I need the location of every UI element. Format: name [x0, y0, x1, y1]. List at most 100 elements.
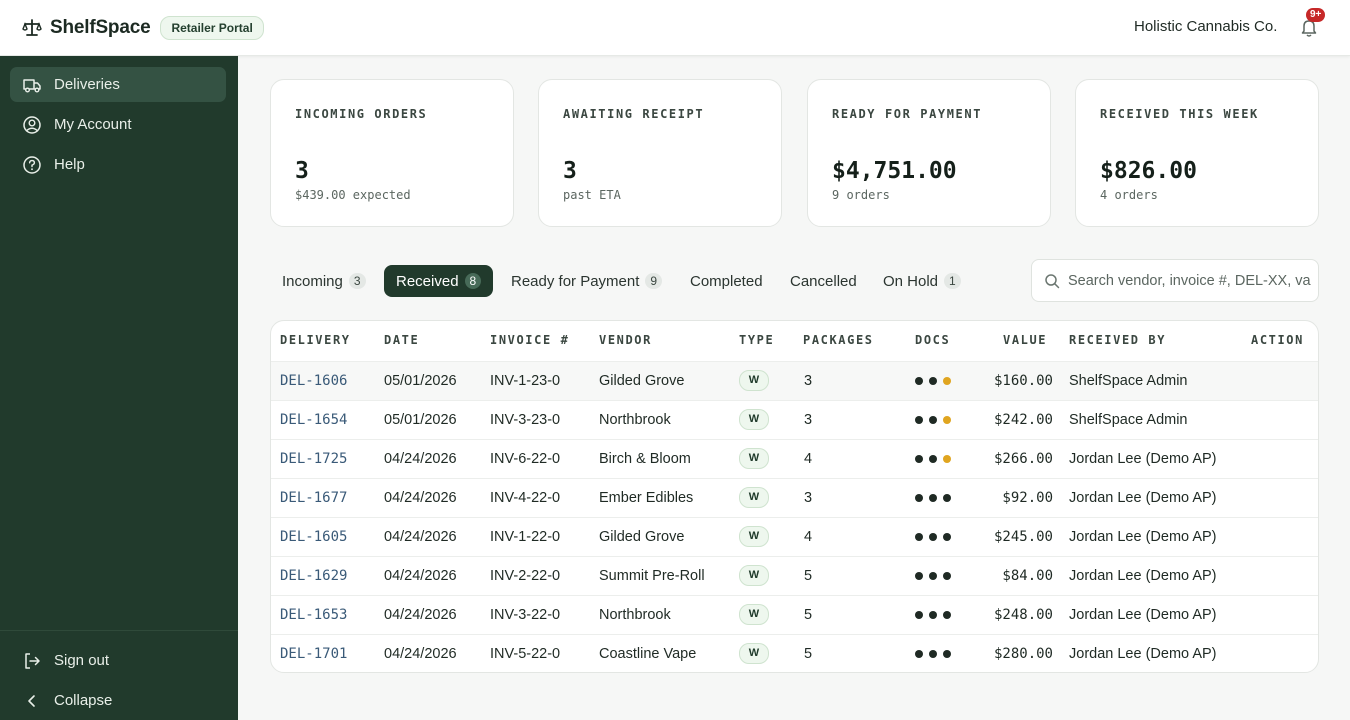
invoice-number: INV-3-23-0 — [490, 412, 561, 428]
column-header-type[interactable]: TYPE — [739, 333, 775, 347]
delivery-id-link[interactable]: DEL-1654 — [280, 412, 348, 428]
tab-cancelled[interactable]: Cancelled — [778, 265, 869, 297]
docs-status[interactable] — [915, 416, 957, 424]
invoice-number: INV-4-22-0 — [490, 490, 561, 506]
vendor-name: Birch & Bloom — [599, 451, 691, 467]
table-row[interactable]: DEL-1629 04/24/2026 INV-2-22-0 Summit Pre-R… — [271, 556, 1318, 595]
table-row[interactable]: DEL-1677 04/24/2026 INV-4-22-0 Ember Edible… — [271, 478, 1318, 517]
package-count: 4 — [804, 451, 813, 467]
column-header-invoice[interactable]: INVOICE # — [490, 333, 570, 347]
tab-count: 3 — [348, 273, 366, 289]
received-by: Jordan Lee (Demo AP) — [1069, 529, 1217, 545]
search-icon — [1045, 273, 1060, 288]
package-count: 4 — [804, 529, 813, 545]
table-row[interactable]: DEL-1701 04/24/2026 INV-5-22-0 Coastline Va… — [271, 634, 1318, 672]
delivery-id-link[interactable]: DEL-1725 — [280, 451, 348, 467]
docs-status[interactable] — [915, 650, 957, 658]
column-header-date[interactable]: DATE — [384, 333, 420, 347]
sign-out-icon — [25, 652, 40, 669]
tab-label: Received — [396, 272, 459, 290]
truck-icon — [23, 78, 41, 92]
doc-status-ok-dot — [943, 650, 951, 658]
stat-label: INCOMING ORDERS — [295, 107, 428, 121]
delivery-id-link[interactable]: DEL-1677 — [280, 490, 348, 506]
docs-status[interactable] — [915, 572, 957, 580]
delivery-date: 05/01/2026 — [384, 373, 457, 389]
tab-on-hold[interactable]: On Hold 1 — [871, 265, 973, 297]
docs-status[interactable] — [915, 377, 957, 385]
stat-value: $4,751.00 — [832, 158, 957, 184]
sidebar-item-my-account[interactable]: My Account — [10, 107, 226, 142]
stat-card-received-this-week: RECEIVED THIS WEEK $826.00 4 orders — [1075, 79, 1319, 227]
delivery-id-link[interactable]: DEL-1605 — [280, 529, 348, 545]
delivery-value: $280.00 — [993, 646, 1053, 662]
column-header-value[interactable]: VALUE — [1003, 333, 1048, 347]
received-by: Jordan Lee (Demo AP) — [1069, 490, 1217, 506]
received-by: Jordan Lee (Demo AP) — [1069, 646, 1217, 662]
invoice-number: INV-2-22-0 — [490, 568, 561, 584]
package-count: 3 — [804, 490, 813, 506]
question-circle-icon — [23, 155, 41, 174]
package-count: 5 — [804, 607, 813, 623]
stat-label: AWAITING RECEIPT — [563, 107, 705, 121]
delivery-id-link[interactable]: DEL-1629 — [280, 568, 348, 584]
doc-status-ok-dot — [929, 533, 937, 541]
delivery-value: $248.00 — [993, 607, 1053, 623]
received-by: Jordan Lee (Demo AP) — [1069, 607, 1217, 623]
sidebar-item-deliveries[interactable]: Deliveries — [10, 67, 226, 102]
doc-status-ok-dot — [929, 494, 937, 502]
stat-value: $826.00 — [1100, 158, 1197, 184]
doc-status-ok-dot — [915, 572, 923, 580]
doc-status-ok-dot — [915, 611, 923, 619]
package-count: 3 — [804, 373, 813, 389]
sidebar-item-help[interactable]: Help — [10, 147, 226, 182]
sign-out-button[interactable]: Sign out — [10, 643, 226, 678]
search-box[interactable] — [1031, 259, 1319, 302]
user-circle-icon — [23, 115, 41, 134]
sign-out-label: Sign out — [54, 652, 110, 669]
type-badge: W — [739, 487, 769, 508]
table-row[interactable]: DEL-1654 05/01/2026 INV-3-23-0 Northbrook W 3… — [271, 400, 1318, 439]
received-by: Jordan Lee (Demo AP) — [1069, 451, 1217, 467]
doc-status-ok-dot — [915, 494, 923, 502]
column-header-docs[interactable]: DOCS — [915, 333, 951, 347]
docs-status[interactable] — [915, 455, 957, 463]
delivery-value: $92.00 — [1002, 490, 1053, 506]
vendor-name: Northbrook — [599, 412, 671, 428]
stat-subtext: 9 orders — [832, 188, 890, 202]
vendor-name: Gilded Grove — [599, 373, 685, 389]
table-row[interactable]: DEL-1725 04/24/2026 INV-6-22-0 Birch & Bloo… — [271, 439, 1318, 478]
doc-status-ok-dot — [943, 611, 951, 619]
doc-status-ok-dot — [915, 533, 923, 541]
received-by: ShelfSpace Admin — [1069, 412, 1188, 428]
column-header-packages[interactable]: PACKAGES — [803, 333, 874, 347]
column-header-delivery[interactable]: DELIVERY — [280, 333, 351, 347]
brand[interactable]: ShelfSpace Retailer Portal — [22, 15, 264, 40]
scale-logo-icon — [22, 18, 42, 36]
invoice-number: INV-5-22-0 — [490, 646, 561, 662]
type-badge: W — [739, 370, 769, 391]
docs-status[interactable] — [915, 611, 957, 619]
delivery-id-link[interactable]: DEL-1653 — [280, 607, 348, 623]
docs-status[interactable] — [915, 533, 957, 541]
delivery-id-link[interactable]: DEL-1701 — [280, 646, 348, 662]
table-row[interactable]: DEL-1606 05/01/2026 INV-1-23-0 Gilded Grove… — [271, 361, 1318, 400]
table-row[interactable]: DEL-1605 04/24/2026 INV-1-22-0 Gilded Grove… — [271, 517, 1318, 556]
tab-count: 9 — [645, 273, 663, 289]
search-input[interactable] — [1068, 272, 1318, 289]
stat-value: 3 — [563, 158, 577, 184]
delivery-id-link[interactable]: DEL-1606 — [280, 373, 348, 389]
column-header-vendor[interactable]: VENDOR — [599, 333, 652, 347]
tab-ready-for-payment[interactable]: Ready for Payment 9 — [499, 265, 674, 297]
org-name[interactable]: Holistic Cannabis Co. — [1134, 18, 1278, 35]
table-row[interactable]: DEL-1653 04/24/2026 INV-3-22-0 Northbrook W 5… — [271, 595, 1318, 634]
tab-received[interactable]: Received 8 — [384, 265, 494, 297]
doc-status-warning-dot — [943, 416, 951, 424]
column-header-received-by[interactable]: RECEIVED BY — [1069, 333, 1167, 347]
stat-card-awaiting-receipt: AWAITING RECEIPT 3 past ETA — [538, 79, 782, 227]
tab-incoming[interactable]: Incoming 3 — [270, 265, 378, 297]
stat-card-ready-for-payment: READY FOR PAYMENT $4,751.00 9 orders — [807, 79, 1051, 227]
collapse-button[interactable]: Collapse — [10, 683, 226, 718]
tab-completed[interactable]: Completed — [678, 265, 775, 297]
docs-status[interactable] — [915, 494, 957, 502]
